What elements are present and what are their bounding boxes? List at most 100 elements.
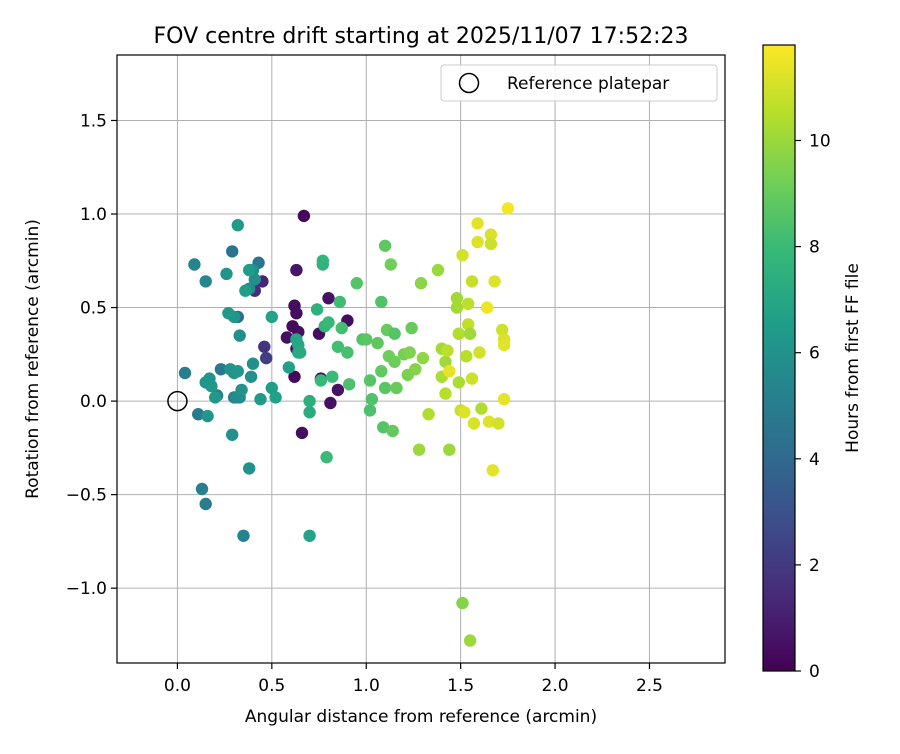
data-point xyxy=(497,338,511,352)
data-point xyxy=(431,263,445,277)
y-tick-label: 1.0 xyxy=(80,205,107,225)
data-point xyxy=(178,366,192,380)
data-point xyxy=(360,333,373,346)
data-point xyxy=(294,346,307,359)
legend: Reference platepar xyxy=(440,64,718,102)
data-point xyxy=(209,391,222,404)
data-point xyxy=(214,363,228,376)
data-point xyxy=(463,327,477,340)
data-point xyxy=(322,316,335,329)
data-point xyxy=(492,417,505,430)
data-point xyxy=(290,307,303,320)
data-point xyxy=(378,239,392,252)
data-point xyxy=(403,346,416,359)
y-tick-label: 0.5 xyxy=(80,299,107,319)
data-point xyxy=(496,323,509,337)
data-point xyxy=(414,277,428,290)
y-tick-label: 0.0 xyxy=(80,392,107,412)
data-point xyxy=(205,379,218,393)
data-point xyxy=(482,415,496,428)
y-axis-ticks: −1.0 −0.5 0.0 0.5 1.0 1.5 xyxy=(66,111,117,599)
data-point xyxy=(222,307,235,320)
data-point xyxy=(235,383,248,397)
data-point xyxy=(422,408,435,421)
data-point xyxy=(310,303,324,316)
data-point xyxy=(439,355,452,368)
colorbar-tick-label: 10 xyxy=(809,131,831,151)
data-point xyxy=(363,404,377,417)
data-point xyxy=(456,596,469,610)
data-point xyxy=(378,381,392,395)
data-point xyxy=(450,301,464,314)
data-point xyxy=(231,365,244,378)
data-point xyxy=(314,374,328,387)
data-point xyxy=(201,409,214,423)
data-point xyxy=(465,275,479,288)
data-point xyxy=(322,292,335,305)
data-point xyxy=(386,424,399,438)
data-point xyxy=(452,327,465,340)
data-point xyxy=(254,393,267,406)
data-point xyxy=(244,370,258,383)
data-point xyxy=(290,263,303,277)
data-point xyxy=(226,428,239,441)
data-point xyxy=(443,443,456,456)
data-point xyxy=(248,273,261,286)
data-point xyxy=(199,275,212,288)
data-point xyxy=(341,346,354,359)
data-point xyxy=(460,350,473,363)
data-points xyxy=(178,202,515,647)
y-axis-label: Rotation from reference (arcmin) xyxy=(23,219,43,499)
colorbar-tick-label: 4 xyxy=(809,450,820,470)
data-point xyxy=(335,321,348,335)
x-tick-label: 2.5 xyxy=(636,676,663,696)
x-axis-ticks: 0.0 0.5 1.0 1.5 2.0 2.5 xyxy=(164,663,663,696)
data-point xyxy=(243,263,256,277)
data-point xyxy=(258,340,271,353)
data-point xyxy=(465,372,479,385)
x-axis-label: Angular distance from reference (arcmin) xyxy=(245,707,597,727)
data-point xyxy=(233,329,246,342)
data-point xyxy=(375,295,388,309)
data-point xyxy=(265,381,278,395)
data-point xyxy=(390,381,403,395)
y-tick-label: −0.5 xyxy=(66,486,107,506)
data-point xyxy=(443,365,456,378)
data-point xyxy=(265,310,278,324)
data-point xyxy=(471,235,484,249)
data-point xyxy=(331,383,345,397)
colorbar-label: Hours from first FF file xyxy=(843,263,863,453)
data-point xyxy=(484,228,498,241)
data-point xyxy=(365,393,379,406)
data-point xyxy=(467,417,481,430)
data-point xyxy=(303,529,316,542)
data-point xyxy=(320,451,333,464)
data-point xyxy=(405,321,418,335)
data-point xyxy=(260,351,273,365)
reference-platepar-marker xyxy=(167,390,188,412)
data-point xyxy=(412,443,426,456)
data-point xyxy=(199,497,212,511)
data-point xyxy=(350,277,363,290)
colorbar-tick-label: 2 xyxy=(809,556,820,576)
data-point xyxy=(231,219,244,232)
data-point xyxy=(388,355,401,368)
data-point xyxy=(486,464,499,477)
data-point xyxy=(316,254,329,267)
data-point xyxy=(375,365,388,378)
data-point xyxy=(371,336,384,350)
x-tick-label: 0.0 xyxy=(164,676,191,696)
data-point xyxy=(409,363,422,376)
legend-box xyxy=(440,64,718,102)
data-point xyxy=(288,370,301,383)
data-point xyxy=(471,217,484,230)
data-point xyxy=(269,391,282,404)
legend-label: Reference platepar xyxy=(507,74,669,94)
colorbar-frame xyxy=(762,44,796,672)
data-point xyxy=(377,421,390,434)
data-point xyxy=(463,634,477,647)
data-point xyxy=(280,331,294,344)
legend-reference-marker xyxy=(458,72,480,94)
data-point xyxy=(363,374,377,387)
